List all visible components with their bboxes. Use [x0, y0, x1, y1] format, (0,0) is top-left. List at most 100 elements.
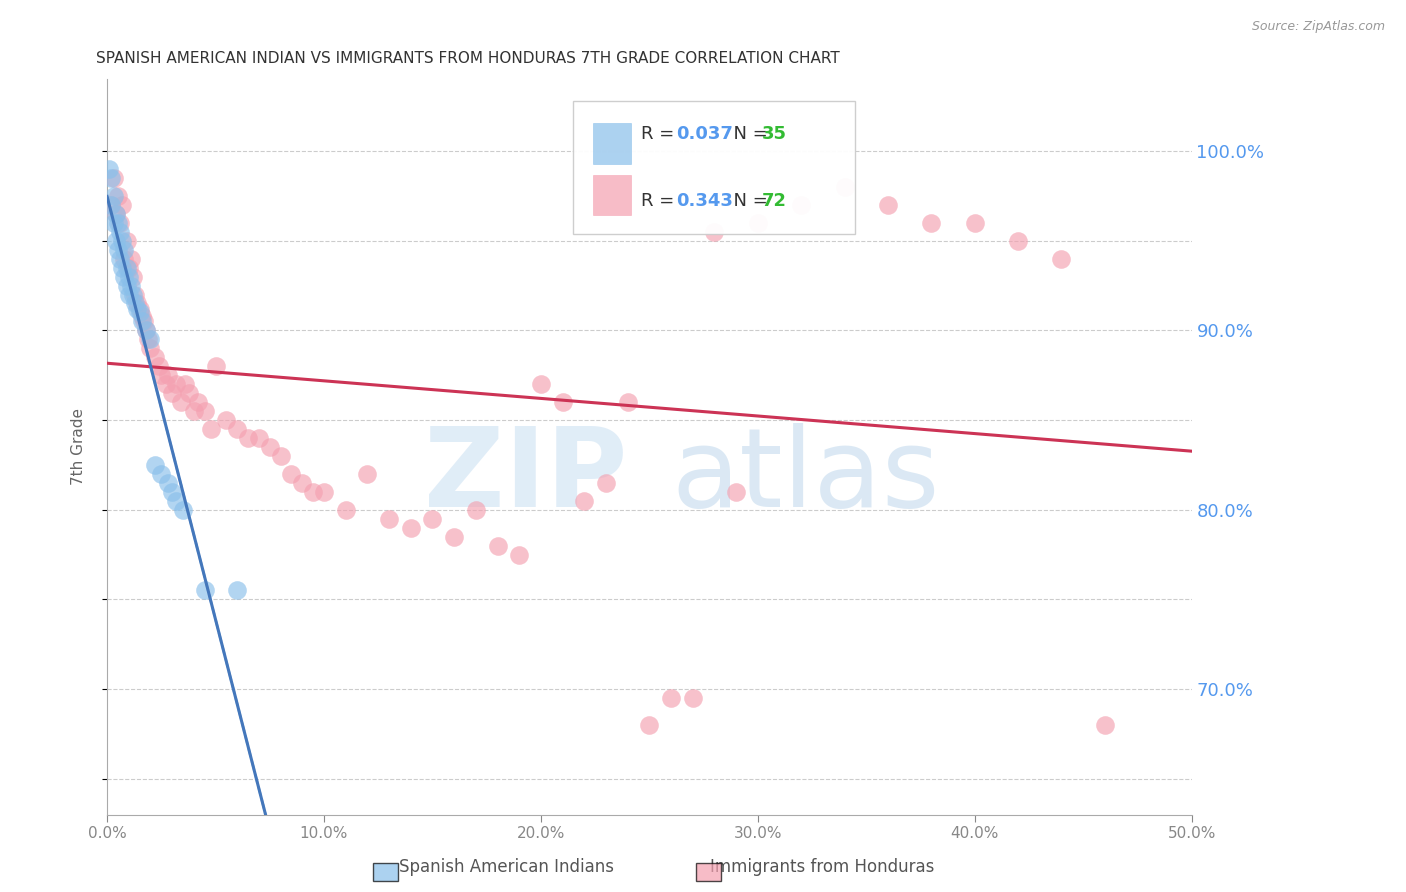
- Point: [204, 359, 226, 374]
- Point: [335, 502, 357, 516]
- Point: [136, 332, 159, 346]
- Point: [131, 314, 153, 328]
- Text: 72: 72: [762, 192, 787, 210]
- Point: [111, 198, 134, 212]
- Point: [150, 467, 173, 481]
- Point: [920, 216, 942, 230]
- Point: [128, 305, 150, 319]
- Point: [115, 260, 138, 275]
- Point: [160, 386, 183, 401]
- Text: atlas: atlas: [671, 423, 939, 530]
- Point: [172, 502, 194, 516]
- FancyBboxPatch shape: [593, 123, 631, 164]
- Point: [166, 493, 188, 508]
- Point: [118, 269, 141, 284]
- Point: [682, 690, 704, 705]
- Point: [103, 216, 125, 230]
- Text: N =: N =: [723, 126, 773, 144]
- Point: [378, 511, 401, 525]
- Point: [108, 252, 131, 266]
- Point: [112, 252, 135, 266]
- Point: [131, 309, 153, 323]
- Point: [834, 180, 856, 194]
- Point: [107, 243, 129, 257]
- Text: 35: 35: [762, 126, 787, 144]
- Point: [247, 431, 270, 445]
- Point: [103, 189, 125, 203]
- Point: [226, 583, 249, 598]
- Point: [1050, 252, 1073, 266]
- Point: [127, 296, 149, 310]
- Text: R =: R =: [641, 126, 679, 144]
- Point: [135, 323, 157, 337]
- Point: [160, 484, 183, 499]
- Point: [963, 216, 986, 230]
- Point: [128, 301, 150, 316]
- Point: [127, 301, 149, 316]
- Point: [112, 269, 135, 284]
- Point: [659, 690, 682, 705]
- Point: [486, 539, 509, 553]
- Point: [236, 431, 259, 445]
- Point: [530, 377, 553, 392]
- Point: [115, 234, 138, 248]
- Point: [574, 493, 596, 508]
- Point: [124, 296, 146, 310]
- Point: [422, 511, 444, 525]
- Point: [312, 484, 335, 499]
- Point: [104, 234, 127, 248]
- Point: [104, 207, 127, 221]
- Point: [108, 225, 131, 239]
- Point: [100, 198, 122, 212]
- Point: [1007, 234, 1029, 248]
- Point: [115, 278, 138, 293]
- Point: [170, 395, 193, 409]
- Point: [280, 467, 302, 481]
- Point: [118, 260, 141, 275]
- Point: [183, 404, 205, 418]
- Point: [551, 395, 574, 409]
- Text: Source: ZipAtlas.com: Source: ZipAtlas.com: [1251, 20, 1385, 33]
- Point: [120, 278, 142, 293]
- Text: N =: N =: [723, 192, 773, 210]
- Point: [148, 359, 170, 374]
- Text: SPANISH AMERICAN INDIAN VS IMMIGRANTS FROM HONDURAS 7TH GRADE CORRELATION CHART: SPANISH AMERICAN INDIAN VS IMMIGRANTS FR…: [96, 51, 839, 66]
- Point: [156, 475, 179, 490]
- Point: [100, 198, 122, 212]
- Point: [107, 189, 129, 203]
- Point: [124, 287, 146, 301]
- Text: Spanish American Indians: Spanish American Indians: [399, 858, 613, 876]
- Point: [139, 341, 162, 355]
- Point: [139, 332, 162, 346]
- Point: [166, 377, 188, 392]
- Point: [122, 287, 145, 301]
- Y-axis label: 7th Grade: 7th Grade: [72, 409, 86, 485]
- Text: R =: R =: [641, 192, 679, 210]
- Point: [215, 413, 238, 427]
- Text: ZIP: ZIP: [425, 423, 627, 530]
- Point: [877, 198, 900, 212]
- Point: [179, 386, 201, 401]
- Point: [259, 440, 281, 454]
- Point: [135, 323, 157, 337]
- Point: [118, 287, 141, 301]
- Text: 0.343: 0.343: [676, 192, 734, 210]
- Point: [399, 521, 422, 535]
- Point: [122, 269, 145, 284]
- Point: [291, 475, 314, 490]
- Point: [111, 234, 134, 248]
- Point: [508, 548, 530, 562]
- Point: [187, 395, 209, 409]
- Point: [111, 260, 134, 275]
- Point: [120, 252, 142, 266]
- Point: [747, 216, 769, 230]
- FancyBboxPatch shape: [574, 102, 855, 234]
- Point: [638, 718, 661, 732]
- Point: [790, 198, 813, 212]
- Point: [443, 530, 465, 544]
- Point: [155, 377, 177, 392]
- Point: [703, 225, 725, 239]
- Point: [464, 502, 486, 516]
- Point: [98, 161, 121, 176]
- Point: [132, 314, 155, 328]
